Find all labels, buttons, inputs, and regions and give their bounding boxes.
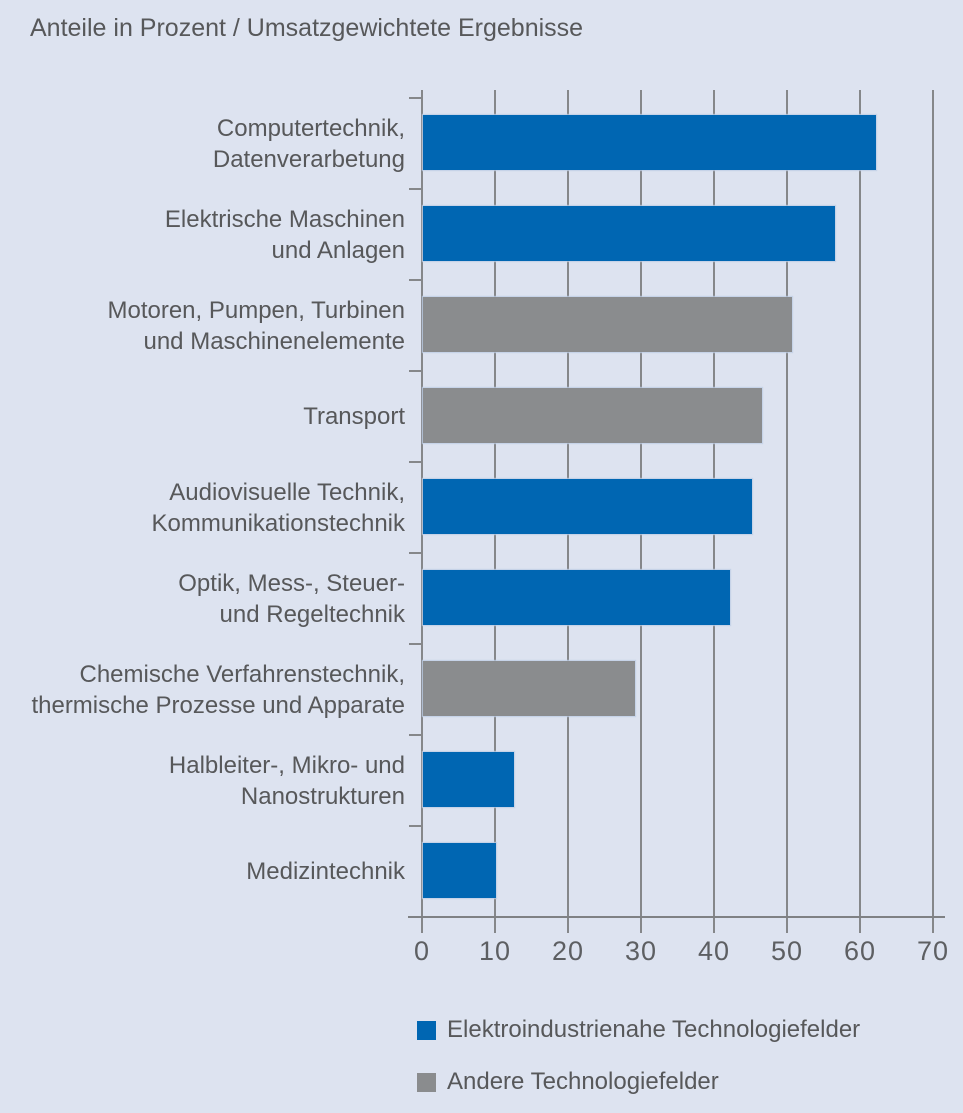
bar-4 xyxy=(423,388,762,443)
x-tick-label-10: 10 xyxy=(478,936,512,966)
legend-item-elektro: Elektroindustrienahe Technologiefelder xyxy=(417,1016,860,1044)
x-tick-label-50: 50 xyxy=(770,936,804,966)
chart-title: Anteile in Prozent / Umsatzgewichtete Er… xyxy=(30,14,584,42)
category-label-text: Transport xyxy=(303,403,405,430)
gridline-0 xyxy=(421,90,423,933)
category-label: Elektrische Maschinen und Anlagen xyxy=(0,189,405,280)
category-label: Halbleiter-, Mikro- und Nanostrukturen xyxy=(0,735,405,826)
x-tick-label-60: 60 xyxy=(843,936,877,966)
bar-5 xyxy=(423,479,752,534)
category-tick xyxy=(409,279,422,281)
category-label: Audiovisuelle Technik, Kommunikationstech… xyxy=(0,462,405,553)
category-label: Chemische Verfahrenstechnik, thermische P… xyxy=(0,644,405,735)
bar-9 xyxy=(423,843,496,898)
category-label: Motoren, Pumpen, Turbinen und Maschinenel… xyxy=(0,280,405,371)
x-tick-label-40: 40 xyxy=(697,936,731,966)
category-tick xyxy=(409,188,422,190)
category-tick xyxy=(409,97,422,99)
x-tick-label-0: 0 xyxy=(413,936,431,966)
gridline-60 xyxy=(859,90,861,933)
x-axis-line xyxy=(408,916,945,918)
gridline-70 xyxy=(932,90,934,933)
category-tick xyxy=(409,643,422,645)
category-tick xyxy=(409,461,422,463)
category-tick xyxy=(409,825,422,827)
category-label-text: Elektrische Maschinen und Anlagen xyxy=(164,205,405,264)
category-label: Transport xyxy=(0,371,405,462)
category-label-text: Medizintechnik xyxy=(246,858,405,885)
category-label: Optik, Mess-, Steuer-und Regeltechnik xyxy=(0,553,405,644)
bar-8 xyxy=(423,752,514,807)
bar-3 xyxy=(423,297,792,352)
bar-2 xyxy=(423,206,835,261)
x-tick-label-20: 20 xyxy=(551,936,585,966)
category-tick xyxy=(409,734,422,736)
category-label-text: Optik, Mess-, Steuer-und Regeltechnik xyxy=(178,569,405,628)
x-tick-label-70: 70 xyxy=(916,936,950,966)
category-label-text: Motoren, Pumpen, Turbinen und Maschinenel… xyxy=(107,296,405,355)
category-label: Medizintechnik xyxy=(0,826,405,917)
bar-6 xyxy=(423,570,730,625)
gridline-50 xyxy=(786,90,788,933)
legend-label: Elektroindustrienahe Technologiefelder xyxy=(447,1016,861,1043)
legend-swatch-andere xyxy=(417,1072,436,1092)
legend-item-andere: Andere Technologiefelder xyxy=(417,1068,719,1096)
legend-swatch-elektro xyxy=(417,1020,436,1040)
category-label-text: Chemische Verfahrenstechnik, thermische P… xyxy=(31,660,405,719)
legend-label: Andere Technologiefelder xyxy=(447,1068,719,1095)
category-label-text: Audiovisuelle Technik, Kommunikationstech… xyxy=(151,478,405,537)
category-label-text: Halbleiter-, Mikro- und Nanostrukturen xyxy=(168,751,405,810)
category-tick xyxy=(409,370,422,372)
x-tick-label-30: 30 xyxy=(624,936,658,966)
category-label: Computertechnik, Datenverarbetung xyxy=(0,98,405,189)
bar-1 xyxy=(423,115,876,170)
category-label-text: Computertechnik, Datenverarbetung xyxy=(212,114,405,173)
bar-7 xyxy=(423,661,635,716)
category-tick xyxy=(409,552,422,554)
